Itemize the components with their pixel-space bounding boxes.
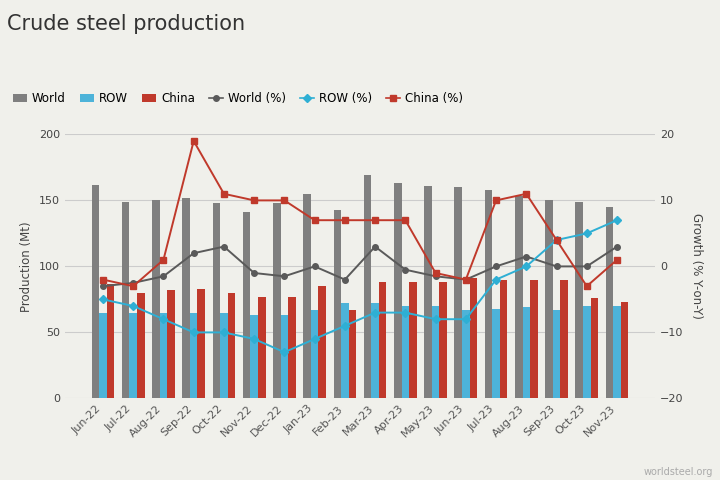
Text: worldsteel.org: worldsteel.org (644, 467, 713, 477)
Bar (99, 312, 107, 398)
Bar (288, 297, 296, 398)
Bar (303, 194, 311, 398)
Bar (394, 183, 402, 398)
Bar (372, 303, 379, 398)
Bar (190, 312, 197, 398)
Bar (523, 307, 530, 398)
Bar (583, 306, 590, 398)
Bar (137, 293, 145, 398)
Bar (341, 303, 348, 398)
Bar (220, 312, 228, 398)
Bar (439, 282, 447, 398)
Bar (348, 310, 356, 398)
Bar (212, 203, 220, 398)
Bar (469, 278, 477, 398)
Bar (492, 309, 500, 398)
Bar (364, 175, 372, 398)
Bar (530, 279, 538, 398)
Bar (160, 312, 167, 398)
Bar (197, 289, 205, 398)
Y-axis label: Production (Mt): Production (Mt) (20, 221, 33, 312)
Bar (281, 315, 288, 398)
Bar (182, 198, 190, 398)
Bar (409, 282, 417, 398)
Bar (454, 187, 462, 398)
Bar (167, 290, 175, 398)
Bar (130, 312, 137, 398)
Bar (424, 186, 432, 398)
Bar (243, 212, 251, 398)
Legend: World, ROW, China, World (%), ROW (%), China (%): World, ROW, China, World (%), ROW (%), C… (13, 92, 463, 105)
Bar (575, 202, 583, 398)
Bar (122, 202, 130, 398)
Text: Crude steel production: Crude steel production (7, 14, 246, 35)
Bar (500, 279, 508, 398)
Bar (91, 185, 99, 398)
Bar (432, 306, 439, 398)
Bar (251, 315, 258, 398)
Bar (515, 196, 523, 398)
Bar (228, 293, 235, 398)
Bar (560, 279, 568, 398)
Bar (485, 190, 492, 398)
Bar (553, 310, 560, 398)
Bar (333, 210, 341, 398)
Bar (402, 306, 409, 398)
Bar (273, 203, 281, 398)
Bar (258, 297, 266, 398)
Bar (379, 282, 387, 398)
Bar (590, 298, 598, 398)
Bar (152, 201, 160, 398)
Bar (545, 201, 553, 398)
Bar (606, 207, 613, 398)
Bar (462, 310, 469, 398)
Y-axis label: Growth (% Y-on-Y): Growth (% Y-on-Y) (690, 214, 703, 319)
Bar (621, 302, 629, 398)
Bar (318, 286, 326, 398)
Bar (613, 306, 621, 398)
Bar (311, 310, 318, 398)
Bar (107, 284, 114, 398)
